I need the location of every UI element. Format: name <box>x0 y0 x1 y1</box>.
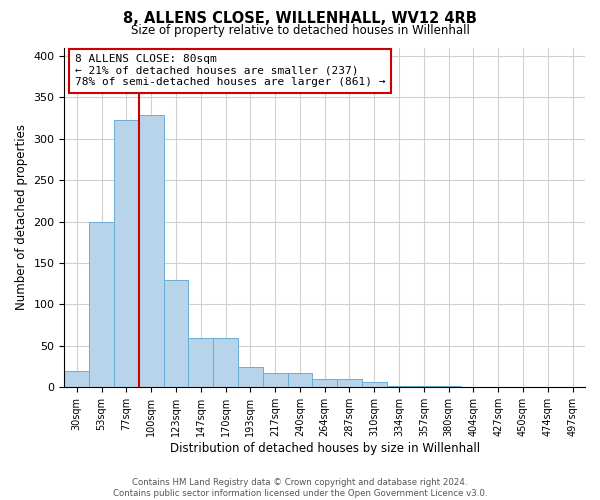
Bar <box>535 386 560 388</box>
Text: Contains HM Land Registry data © Crown copyright and database right 2024.
Contai: Contains HM Land Registry data © Crown c… <box>113 478 487 498</box>
Text: 8, ALLENS CLOSE, WILLENHALL, WV12 4RB: 8, ALLENS CLOSE, WILLENHALL, WV12 4RB <box>123 11 477 26</box>
Text: Size of property relative to detached houses in Willenhall: Size of property relative to detached ho… <box>131 24 469 37</box>
Bar <box>436 386 461 388</box>
Bar <box>386 386 412 388</box>
X-axis label: Distribution of detached houses by size in Willenhall: Distribution of detached houses by size … <box>170 442 480 455</box>
Bar <box>362 382 386 388</box>
Bar <box>287 374 313 388</box>
Bar <box>139 116 164 388</box>
Bar <box>461 386 486 388</box>
Bar <box>114 120 139 388</box>
Bar <box>263 374 287 388</box>
Bar <box>89 222 114 388</box>
Text: 8 ALLENS CLOSE: 80sqm
← 21% of detached houses are smaller (237)
78% of semi-det: 8 ALLENS CLOSE: 80sqm ← 21% of detached … <box>75 54 385 88</box>
Bar <box>313 379 337 388</box>
Bar <box>560 386 585 388</box>
Bar <box>64 371 89 388</box>
Bar <box>412 386 436 388</box>
Bar <box>188 338 213 388</box>
Bar <box>164 280 188 388</box>
Bar <box>486 386 511 388</box>
Y-axis label: Number of detached properties: Number of detached properties <box>15 124 28 310</box>
Bar <box>213 338 238 388</box>
Bar <box>238 366 263 388</box>
Bar <box>337 379 362 388</box>
